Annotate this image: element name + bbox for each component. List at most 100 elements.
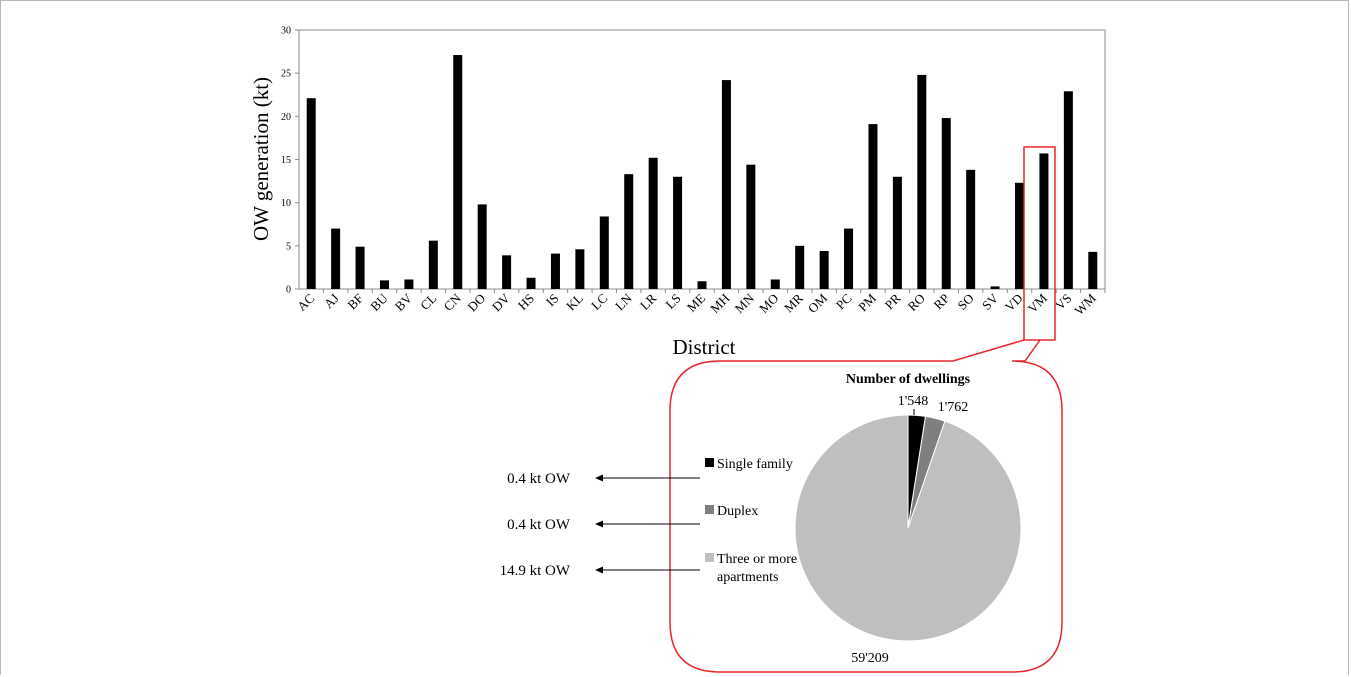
x-tick-label: LC xyxy=(588,291,610,313)
ow-arrow-head xyxy=(595,566,603,574)
bar-hs xyxy=(526,277,536,289)
x-tick-label: CL xyxy=(417,290,439,312)
bar-rp xyxy=(941,118,951,289)
pie-value-label: 59'209 xyxy=(851,651,889,666)
x-tick-label: DO xyxy=(464,291,488,315)
y-tick-label: 0 xyxy=(286,285,291,296)
y-axis-label: OW generation (kt) xyxy=(249,77,273,241)
x-tick-label: BU xyxy=(367,290,391,314)
bar-om xyxy=(819,251,829,289)
x-ticks: AC AJ BF BU BV CL CN DO DV HS IS KL LC LN LR LS ME MH MN MO… xyxy=(294,289,1106,318)
legend-swatch xyxy=(705,458,714,467)
bar-mh xyxy=(721,80,731,289)
bar-aj xyxy=(331,228,341,289)
bar-pr xyxy=(892,176,902,289)
x-tick-label: LS xyxy=(662,291,683,312)
bar-lc xyxy=(599,216,609,289)
pie-title: Number of dwellings xyxy=(846,372,971,387)
pie-legend: Single family Duplex Three or more apartmen… xyxy=(705,457,797,585)
bar-lr xyxy=(648,157,658,289)
legend-swatch xyxy=(705,505,714,514)
bar-wm xyxy=(1088,251,1098,289)
legend-label: Three or more xyxy=(717,552,797,567)
bar-me xyxy=(697,281,707,289)
x-tick-label: VD xyxy=(1002,291,1026,315)
bar-kl xyxy=(575,249,585,289)
x-tick-label: BV xyxy=(392,290,416,314)
bar-bf xyxy=(355,246,365,289)
bar-pm xyxy=(868,124,878,289)
x-tick-label: ME xyxy=(684,290,708,314)
bar-mr xyxy=(795,245,805,289)
x-tick-label: PM xyxy=(855,290,879,314)
x-tick-label: PC xyxy=(833,291,855,313)
x-tick-label: DV xyxy=(489,290,513,314)
bar-do xyxy=(477,204,487,289)
bar-bv xyxy=(404,279,414,289)
y-tick-label: 10 xyxy=(281,198,291,209)
bar-ls xyxy=(673,176,683,289)
ow-arrow-head xyxy=(595,474,603,482)
x-tick-label: SV xyxy=(979,290,1002,313)
y-tick-label: 25 xyxy=(281,69,291,80)
bar-so xyxy=(966,169,976,289)
y-tick-label: 30 xyxy=(281,26,291,37)
x-tick-label: KL xyxy=(563,290,586,313)
x-tick-label: CN xyxy=(441,290,465,314)
bar-ro xyxy=(917,74,927,289)
x-tick-label: PR xyxy=(882,290,904,312)
x-tick-label: BF xyxy=(344,291,366,313)
y-tick-label: 5 xyxy=(286,241,291,252)
ow-value-label: 0.4 kt OW xyxy=(507,517,571,533)
legend-label: Single family xyxy=(717,457,793,472)
pie-labels: 1'548 1'762 59'209 xyxy=(851,394,968,666)
bar-vd xyxy=(1015,182,1025,289)
ow-annotations: 0.4 kt OW 0.4 kt OW 14.9 kt OW xyxy=(500,471,700,579)
pie-value-label: 1'762 xyxy=(938,400,969,415)
x-tick-label: RP xyxy=(931,291,953,313)
bar-bu xyxy=(379,280,389,289)
bar-dv xyxy=(502,255,512,289)
x-tick-label: SO xyxy=(954,291,976,313)
callout-box xyxy=(669,339,1063,673)
y-tick-label: 20 xyxy=(281,112,291,123)
x-tick-label: MN xyxy=(732,290,758,316)
ow-value-label: 14.9 kt OW xyxy=(500,563,571,579)
legend-label: Duplex xyxy=(717,504,758,519)
bar-ac xyxy=(306,98,316,289)
x-tick-label: HS xyxy=(515,291,537,313)
bar-mo xyxy=(770,279,780,289)
bars xyxy=(306,55,1098,290)
x-tick-label: LR xyxy=(637,290,660,313)
x-tick-label: WM xyxy=(1071,290,1099,318)
y-ticks: 0 5 10 15 20 25 30 xyxy=(281,26,299,296)
pie-chart: Number of dwellings 1'548 1'762 59'209 Sin… xyxy=(500,372,1022,666)
x-tick-label: MO xyxy=(756,291,781,316)
x-tick-label: VM xyxy=(1025,290,1051,316)
bar-sv xyxy=(990,286,1000,289)
x-tick-label: IS xyxy=(543,291,562,310)
bar-cl xyxy=(428,240,438,289)
pie-slice-2 xyxy=(794,414,1022,642)
bar-pc xyxy=(844,228,854,289)
legend-swatch xyxy=(705,553,714,562)
x-tick-label: AJ xyxy=(321,291,342,312)
ow-arrow-head xyxy=(595,520,603,528)
x-tick-label: LN xyxy=(612,290,635,313)
bar-vm xyxy=(1039,153,1049,289)
x-tick-label: RO xyxy=(905,291,928,314)
legend-label: apartments xyxy=(717,570,778,585)
y-tick-label: 15 xyxy=(281,155,291,166)
pie-value-label: 1'548 xyxy=(898,394,929,409)
pie-slices xyxy=(794,414,1022,642)
x-tick-label: MR xyxy=(781,290,806,315)
x-tick-label: MH xyxy=(707,291,732,316)
x-tick-label: AC xyxy=(294,291,317,314)
x-tick-label: OM xyxy=(805,290,831,316)
bar-cn xyxy=(453,55,463,289)
bar-ln xyxy=(624,174,634,289)
bar-is xyxy=(550,253,560,289)
